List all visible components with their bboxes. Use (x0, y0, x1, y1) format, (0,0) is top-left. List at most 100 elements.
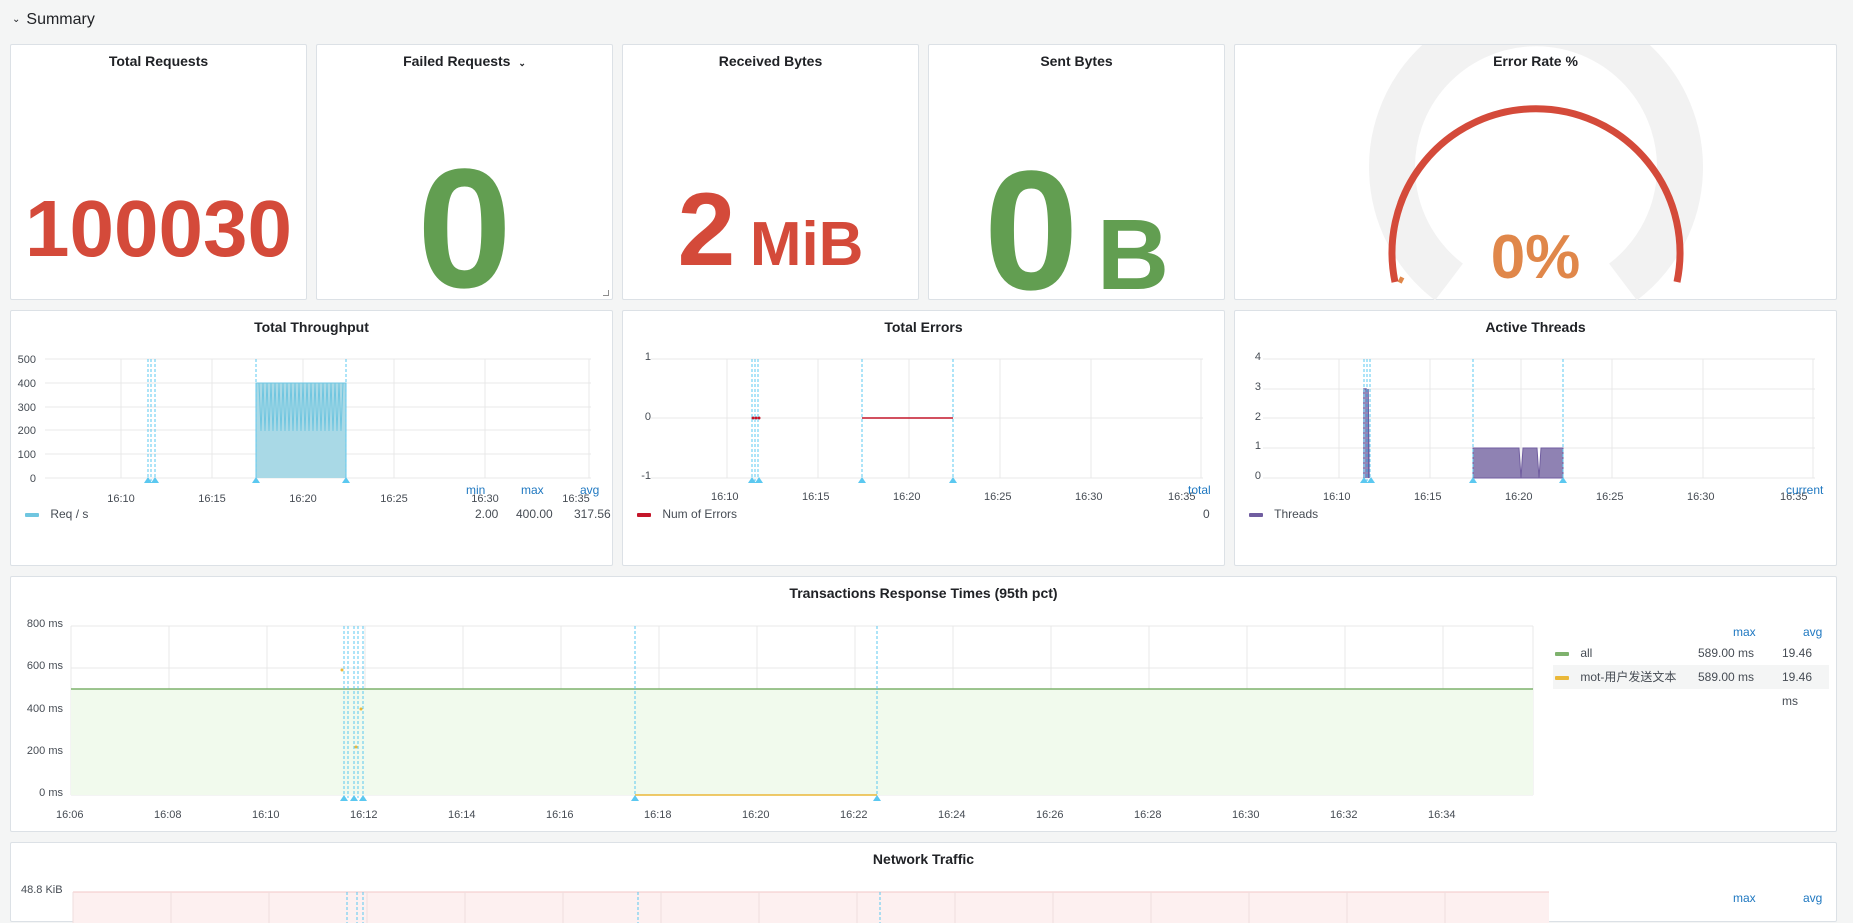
stat-value: 100030 (25, 184, 292, 273)
x-tick: 16:26 (1036, 809, 1064, 821)
panel-received-bytes[interactable]: Received Bytes 2 MiB (622, 44, 919, 300)
y-tick: 600 ms (26, 660, 63, 672)
legend-label: all (1580, 646, 1593, 660)
stat-unit: B (1096, 199, 1170, 311)
x-tick: 16:16 (546, 809, 574, 821)
chevron-down-icon[interactable]: ⌄ (518, 58, 526, 68)
panel-active-threads[interactable]: Active Threads 4 3 2 1 0 16:10 16:15 16:… (1234, 310, 1837, 566)
legend-avg: 19.46 ms (1782, 670, 1813, 708)
legend-label: Num of Errors (662, 507, 738, 521)
x-tick: 16:14 (448, 809, 476, 821)
annotations (1363, 359, 1564, 481)
y-tick: 300 (18, 402, 36, 414)
annotations (147, 359, 347, 481)
stat-value-wrap: 2 MiB (623, 175, 918, 316)
legend-avg: 317.56 (574, 507, 611, 521)
y-tick: 0 (1254, 470, 1261, 482)
annotation-markers (340, 795, 881, 801)
legend-swatch (1555, 651, 1569, 656)
legend-col-total[interactable]: total (1188, 483, 1211, 497)
network-graph (72, 891, 1549, 923)
legend-item[interactable]: mot-用户发送文本 589.00 ms 19.46 ms (1553, 665, 1829, 708)
x-tick: 16:22 (840, 809, 868, 821)
x-tick: 16:30 (1687, 491, 1715, 503)
gauge-threshold-arc (1388, 105, 1684, 283)
x-tick: 16:32 (1330, 809, 1358, 821)
gauge-value: 0% (1490, 223, 1581, 292)
x-tick: 16:30 (1232, 809, 1260, 821)
legend-col-avg[interactable]: avg (1803, 625, 1823, 639)
x-tick: 16:10 (107, 493, 135, 505)
y-tick: 500 (18, 354, 36, 366)
gauge-track (1369, 45, 1703, 301)
legend-swatch (25, 512, 39, 517)
legend-col-min[interactable]: min (466, 483, 486, 497)
panel-title: Error Rate % (1493, 53, 1578, 69)
legend-label: Threads (1274, 507, 1319, 521)
x-tick: 16:25 (984, 491, 1012, 503)
legend-col-max[interactable]: max (1733, 891, 1756, 905)
y-tick: 0 ms (39, 787, 63, 799)
x-tick: 16:06 (56, 809, 84, 821)
panel-title: Received Bytes (718, 53, 823, 69)
resize-handle[interactable] (603, 290, 609, 296)
stat-unit: MiB (749, 210, 864, 279)
panel-failed-requests[interactable]: Failed Requests ⌄ 0 (316, 44, 613, 319)
legend-col-current[interactable]: current (1786, 483, 1824, 497)
panel-title: Network Traffic (872, 851, 975, 867)
y-tick: 200 ms (26, 745, 63, 757)
panel-total-throughput[interactable]: Total Throughput 500 400 300 200 100 0 16:10 1… (10, 310, 613, 566)
panel-total-errors[interactable]: Total Errors 1 0 -1 16:10 16:15 16:20 16… (622, 310, 1225, 566)
y-tick: 400 (18, 378, 36, 390)
row-header-summary[interactable]: ⌄ Summary (12, 8, 95, 32)
series-points (340, 668, 363, 749)
legend-max: 589.00 ms (1698, 646, 1755, 660)
legend-max: 400.00 (516, 507, 553, 521)
annotations (751, 359, 954, 481)
y-tick: 3 (1254, 381, 1261, 393)
threads-graph (1263, 358, 1815, 483)
x-tick: 16:28 (1134, 809, 1162, 821)
legend-swatch (1249, 512, 1263, 517)
y-tick: 400 ms (26, 703, 63, 715)
series-spike (1363, 388, 1370, 479)
panel-title: Total Errors (884, 319, 963, 335)
panel-network-traffic[interactable]: Network Traffic 48.8 KiB max avg (10, 842, 1837, 923)
y-tick: 800 ms (26, 618, 63, 630)
x-tick: 16:35 (562, 493, 590, 505)
panel-title: Failed Requests ⌄ (317, 53, 612, 69)
x-axis-labels: 16:10 16:15 16:20 16:25 16:30 16:35 (107, 493, 590, 505)
legend-item[interactable]: Num of Errors 0 (635, 507, 1215, 525)
y-tick: 200 (18, 425, 36, 437)
legend-swatch (1555, 675, 1569, 680)
series-fill (73, 892, 1549, 923)
y-tick: 100 (18, 449, 36, 461)
legend-item[interactable]: Req / s 2.00 400.00 317.56 (23, 507, 611, 525)
x-tick: 16:10 (1323, 491, 1351, 503)
legend-col-avg[interactable]: avg (1803, 891, 1823, 905)
legend-item[interactable]: all 589.00 ms 19.46 ms (1553, 641, 1829, 684)
stat-value: 2 (677, 172, 736, 288)
x-tick: 16:20 (742, 809, 770, 821)
x-tick: 16:34 (1428, 809, 1456, 821)
gauge (1369, 45, 1703, 301)
panel-error-rate[interactable]: Error Rate % 0% (1234, 44, 1837, 301)
legend-item[interactable]: Threads (1247, 507, 1827, 525)
series-points (751, 416, 761, 420)
legend-col-max[interactable]: max (521, 483, 544, 497)
legend-col-max[interactable]: max (1733, 625, 1756, 639)
y-tick: 4 (1254, 351, 1261, 363)
x-tick: 16:12 (350, 809, 378, 821)
x-tick: 16:35 (1168, 491, 1196, 503)
y-tick: 2 (1254, 411, 1261, 423)
x-tick: 16:25 (380, 493, 408, 505)
panel-sent-bytes[interactable]: Sent Bytes 0 B (928, 44, 1225, 321)
x-tick: 16:08 (154, 809, 182, 821)
panel-total-requests[interactable]: Total Requests 100030 (10, 44, 307, 300)
panel-title: Transactions Response Times (95th pct) (789, 585, 1058, 601)
panel-response-times[interactable]: Transactions Response Times (95th pct) 8… (10, 576, 1837, 832)
legend-col-avg[interactable]: avg (580, 483, 600, 497)
y-tick: 48.8 KiB (21, 884, 63, 896)
x-tick: 16:15 (198, 493, 226, 505)
